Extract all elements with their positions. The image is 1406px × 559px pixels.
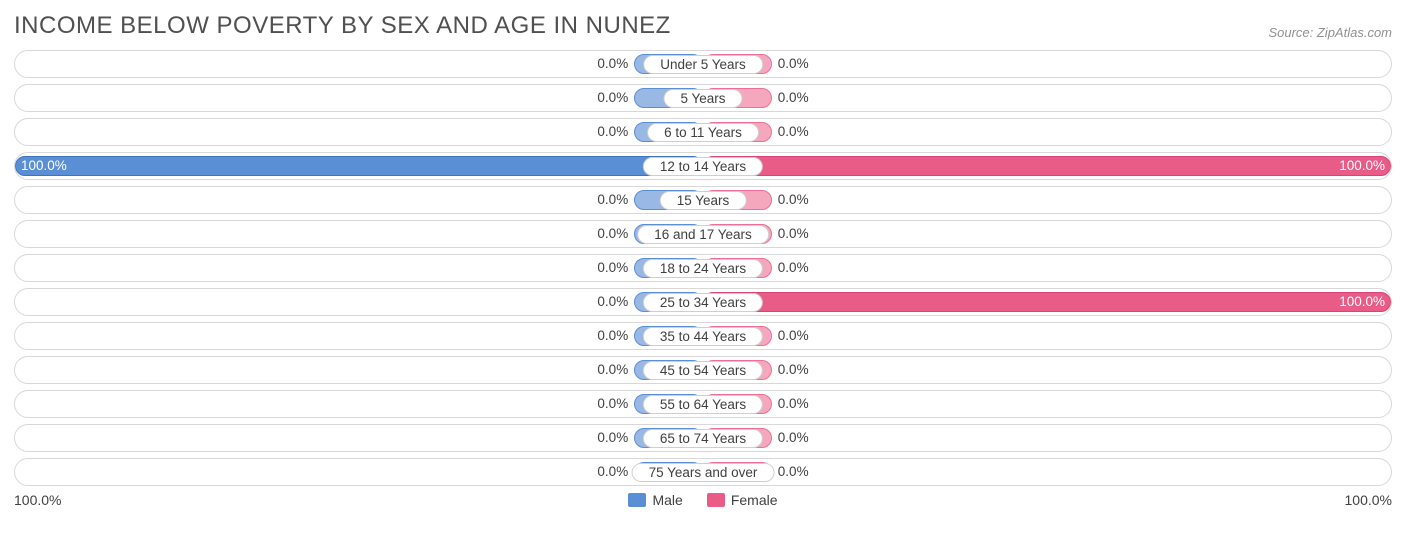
female-value: 0.0% — [778, 396, 809, 411]
age-label: 55 to 64 Years — [643, 395, 763, 414]
female-value: 0.0% — [778, 328, 809, 343]
male-value: 0.0% — [597, 328, 628, 343]
axis-right-label: 100.0% — [1345, 492, 1392, 508]
male-value: 0.0% — [597, 396, 628, 411]
male-value: 0.0% — [597, 192, 628, 207]
legend-female: Female — [707, 492, 778, 508]
chart-row: 0.0% 0.0% 6 to 11 Years — [14, 118, 1392, 146]
male-value: 0.0% — [597, 226, 628, 241]
legend-male-swatch — [628, 493, 646, 507]
chart-footer: 100.0% Male Female 100.0% — [14, 492, 1392, 508]
chart-row: 0.0% 0.0% 18 to 24 Years — [14, 254, 1392, 282]
female-bar — [703, 156, 1391, 176]
age-label: 12 to 14 Years — [643, 157, 763, 176]
male-value: 0.0% — [597, 260, 628, 275]
chart-row: 0.0% 100.0% 25 to 34 Years — [14, 288, 1392, 316]
chart-title: INCOME BELOW POVERTY BY SEX AND AGE IN N… — [14, 12, 671, 40]
age-label: 6 to 11 Years — [647, 123, 759, 142]
chart-row: 0.0% 0.0% 5 Years — [14, 84, 1392, 112]
male-value: 0.0% — [597, 362, 628, 377]
diverging-bar-chart: 0.0%0.0%Under 5 Years0.0%0.0%5 Years0.0%… — [14, 50, 1392, 486]
male-value: 0.0% — [597, 294, 628, 309]
chart-row: 0.0% 0.0% 16 and 17 Years — [14, 220, 1392, 248]
female-value: 0.0% — [778, 124, 809, 139]
axis-left-label: 100.0% — [14, 492, 61, 508]
male-value: 100.0% — [21, 158, 67, 173]
age-label: 75 Years and over — [632, 463, 775, 482]
chart-row: 0.0% 0.0% 65 to 74 Years — [14, 424, 1392, 452]
male-value: 0.0% — [597, 56, 628, 71]
male-value: 0.0% — [597, 124, 628, 139]
female-value: 0.0% — [778, 226, 809, 241]
age-label: 65 to 74 Years — [643, 429, 763, 448]
age-label: 45 to 54 Years — [643, 361, 763, 380]
female-value: 100.0% — [1339, 294, 1385, 309]
female-value: 0.0% — [778, 192, 809, 207]
female-bar — [703, 292, 1391, 312]
age-label: 25 to 34 Years — [643, 293, 763, 312]
chart-row: 100.0% 100.0% 12 to 14 Years — [14, 152, 1392, 180]
chart-header: INCOME BELOW POVERTY BY SEX AND AGE IN N… — [14, 12, 1392, 40]
legend-female-label: Female — [731, 492, 778, 508]
female-value: 100.0% — [1339, 158, 1385, 173]
female-value: 0.0% — [778, 260, 809, 275]
male-value: 0.0% — [597, 90, 628, 105]
age-label: 16 and 17 Years — [637, 225, 769, 244]
female-value: 0.0% — [778, 430, 809, 445]
chart-row: 0.0% 0.0% 15 Years — [14, 186, 1392, 214]
age-label: 15 Years — [660, 191, 747, 210]
chart-row: 0.0% 0.0% 55 to 64 Years — [14, 390, 1392, 418]
female-value: 0.0% — [778, 464, 809, 479]
legend-male-label: Male — [652, 492, 682, 508]
legend-male: Male — [628, 492, 682, 508]
chart-source: Source: ZipAtlas.com — [1268, 25, 1392, 40]
female-value: 0.0% — [778, 362, 809, 377]
legend-female-swatch — [707, 493, 725, 507]
male-value: 0.0% — [597, 464, 628, 479]
legend: Male Female — [628, 492, 777, 508]
age-label: Under 5 Years — [643, 55, 763, 74]
chart-row: 0.0% 0.0% 45 to 54 Years — [14, 356, 1392, 384]
female-value: 0.0% — [778, 56, 809, 71]
male-value: 0.0% — [597, 430, 628, 445]
chart-row: 0.0% 0.0% Under 5 Years — [14, 50, 1392, 78]
age-label: 35 to 44 Years — [643, 327, 763, 346]
female-value: 0.0% — [778, 90, 809, 105]
male-bar — [15, 156, 703, 176]
chart-row: 0.0%0.0%75 Years and over — [14, 458, 1392, 486]
age-label: 5 Years — [663, 89, 742, 108]
age-label: 18 to 24 Years — [643, 259, 763, 278]
chart-row: 0.0% 0.0% 35 to 44 Years — [14, 322, 1392, 350]
